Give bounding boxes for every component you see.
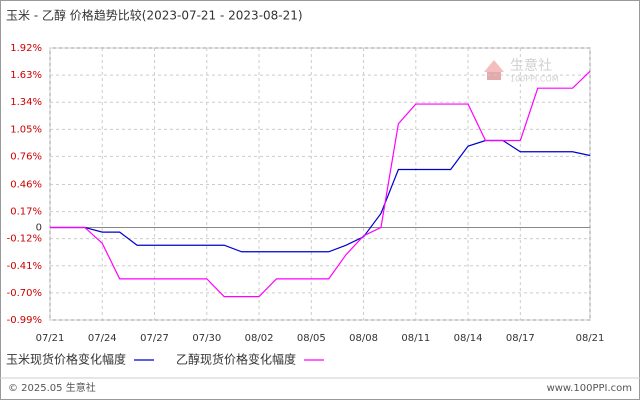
series-line bbox=[50, 70, 591, 298]
x-tick-label: 08/08 bbox=[349, 333, 378, 344]
watermark-name: 生意社 bbox=[510, 57, 552, 74]
x-tick-label: 08/11 bbox=[401, 333, 430, 344]
x-tick-label: 08/02 bbox=[245, 333, 274, 344]
y-tick-label: 1.92% bbox=[10, 43, 42, 54]
x-tick-label: 07/30 bbox=[192, 333, 221, 344]
y-tick-label: 0.17% bbox=[10, 207, 42, 218]
footer-url: www.100PPI.com bbox=[547, 383, 632, 394]
logo bbox=[484, 60, 504, 72]
chart-title: 玉米 - 乙醇 价格趋势比较(2023-07-21 - 2023-08-21) bbox=[6, 8, 303, 23]
y-tick-label: 0.76% bbox=[10, 151, 42, 162]
x-tick-label: 08/05 bbox=[297, 333, 326, 344]
logo bbox=[487, 72, 501, 80]
y-tick-label: 1.34% bbox=[10, 97, 42, 108]
x-tick-label: 07/21 bbox=[36, 333, 65, 344]
y-tick-label: 1.05% bbox=[10, 124, 42, 135]
y-tick-label: -0.70% bbox=[7, 288, 42, 299]
x-tick-label: 07/24 bbox=[88, 333, 117, 344]
y-tick-label: 1.63% bbox=[10, 70, 42, 81]
y-tick-label: 0.46% bbox=[10, 179, 42, 190]
x-tick-label: 08/14 bbox=[454, 333, 483, 344]
legend-label: 玉米现货价格变化幅度 bbox=[6, 352, 126, 367]
y-tick-label: -0.41% bbox=[7, 261, 42, 272]
y-tick-label: -0.12% bbox=[7, 234, 42, 245]
x-tick-label: 08/17 bbox=[506, 333, 535, 344]
footer-copyright: © 2025.05 生意社 bbox=[8, 381, 96, 394]
y-tick-label: 0 bbox=[36, 222, 42, 233]
watermark-site: 100PPI.COM bbox=[510, 75, 559, 84]
x-tick-label: 08/21 bbox=[576, 333, 605, 344]
y-tick-label: -0.99% bbox=[7, 315, 42, 326]
legend-label: 乙醇现货价格变化幅度 bbox=[176, 352, 296, 367]
x-tick-label: 07/27 bbox=[140, 333, 169, 344]
